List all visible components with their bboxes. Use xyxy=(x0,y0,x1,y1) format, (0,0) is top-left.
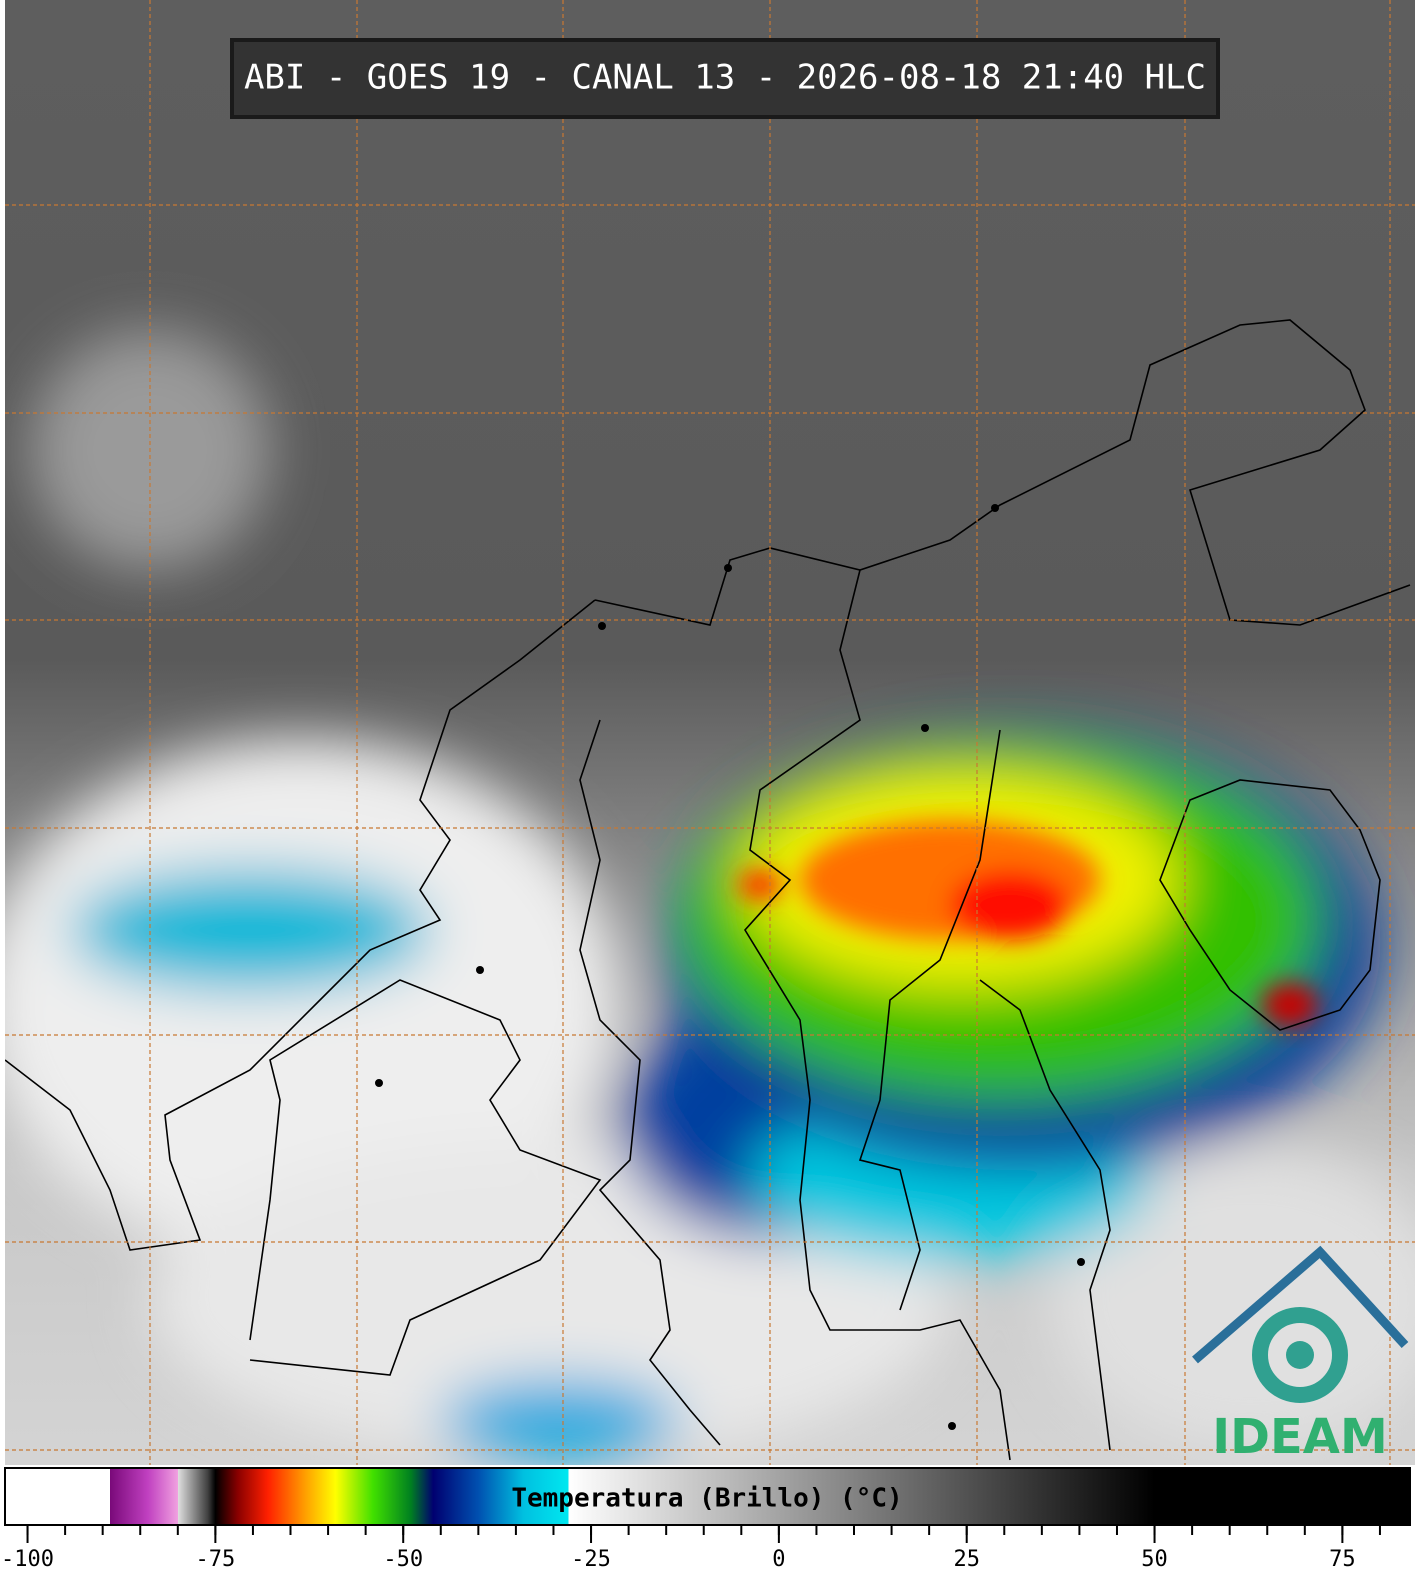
tick-label: -25 xyxy=(571,1547,611,1572)
tick-label: -100 xyxy=(1,1547,54,1572)
logo-text: IDEAM xyxy=(1212,1409,1387,1465)
title: ABI - GOES 19 - CANAL 13 - 2026-08-18 21… xyxy=(244,58,1206,98)
tick-label: -75 xyxy=(195,1547,235,1572)
logo: IDEAM xyxy=(1192,1245,1409,1465)
colorbar xyxy=(4,1467,1411,1526)
colorbar-label: Temperatura (Brillo) (°C) xyxy=(511,1484,902,1514)
tick-label: 75 xyxy=(1329,1547,1356,1572)
borders xyxy=(5,319,1411,1461)
graticule xyxy=(5,0,1415,1465)
satellite-image: IDEAM xyxy=(5,0,1415,1465)
tick-label: 50 xyxy=(1141,1547,1168,1572)
city-markers xyxy=(375,504,1085,1430)
tick-label: -50 xyxy=(383,1547,423,1572)
tick-label: 0 xyxy=(772,1547,785,1572)
tick-label: 25 xyxy=(953,1547,980,1572)
title-box xyxy=(230,38,1220,119)
colorbar-axis: -100 -75 -50 -25 0 25 50 75 xyxy=(1,1526,1381,1572)
